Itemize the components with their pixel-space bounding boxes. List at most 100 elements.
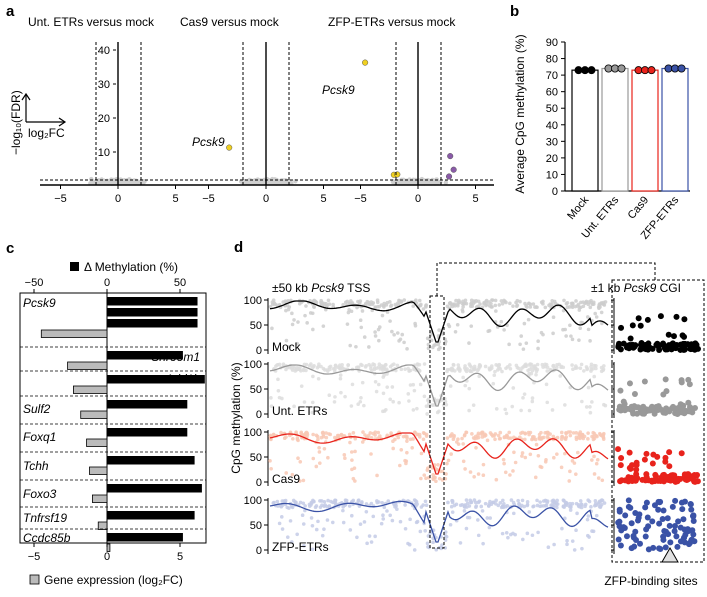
d-cpg-point bbox=[506, 535, 510, 540]
label-pcsk9-zfp: Pcsk9 bbox=[322, 83, 355, 97]
d-cpg-point bbox=[287, 506, 291, 510]
d-cpg-point bbox=[405, 439, 409, 443]
d-cpg-point bbox=[299, 384, 304, 388]
d-cpg-point bbox=[316, 519, 320, 524]
d-cpg-point bbox=[578, 326, 582, 331]
a-highlight-point bbox=[394, 171, 401, 178]
c-methylation-bar bbox=[107, 456, 195, 465]
d-cpg-point bbox=[301, 478, 306, 483]
d-cpg-point bbox=[478, 302, 482, 306]
d-cpg-point bbox=[564, 334, 568, 338]
d-cpg-point bbox=[376, 500, 381, 504]
d-cpg-point bbox=[418, 529, 423, 534]
d-cpg-point bbox=[352, 466, 357, 470]
d-cpg-point bbox=[449, 303, 453, 307]
d-cpg-point bbox=[358, 399, 363, 404]
d-cpg-point bbox=[449, 504, 454, 509]
d-cpg-point bbox=[445, 461, 449, 466]
d-cgi-point bbox=[637, 346, 644, 353]
d-cpg-point bbox=[373, 305, 378, 309]
b-xtick-label: Cas9 bbox=[626, 194, 652, 221]
d-cpg-point bbox=[544, 362, 549, 367]
d-cpg-point bbox=[474, 504, 479, 508]
d-cgi-point bbox=[653, 341, 660, 348]
d-cpg-point bbox=[345, 299, 350, 304]
d-cgi-point bbox=[659, 516, 666, 523]
d-cpg-point bbox=[550, 504, 555, 508]
d-cpg-point bbox=[541, 302, 545, 306]
d-cpg-point bbox=[488, 499, 492, 504]
d-cpg-point bbox=[355, 535, 359, 540]
d-cpg-point bbox=[546, 545, 551, 549]
d-cpg-point bbox=[391, 439, 395, 443]
d-cpg-point bbox=[425, 466, 430, 470]
d-cpg-point bbox=[587, 535, 591, 539]
d-cpg-point bbox=[536, 530, 540, 535]
d-cgi-point bbox=[649, 405, 656, 412]
d-cpg-point bbox=[475, 368, 480, 373]
d-cpg-point bbox=[497, 303, 502, 307]
d-ytick-label: 100 bbox=[244, 427, 262, 439]
d-cgi-point bbox=[639, 410, 646, 417]
d-cpg-point bbox=[408, 517, 412, 522]
d-cpg-point bbox=[372, 362, 377, 367]
a-background-point bbox=[424, 179, 430, 185]
panel-d: d ±50 kb Pcsk9 TSS ±1 kb Pcsk9 CGI CpG m… bbox=[229, 239, 705, 588]
d-cpg-point bbox=[275, 499, 280, 504]
a-xtick-label: 0 bbox=[115, 193, 121, 205]
d-cpg-point bbox=[525, 531, 530, 536]
d-cpg-point bbox=[491, 381, 496, 386]
d-cpg-point bbox=[463, 503, 468, 507]
d-cpg-point bbox=[501, 457, 506, 462]
d-cpg-point bbox=[488, 516, 493, 520]
d-cpg-point bbox=[415, 502, 419, 506]
d-cgi-point bbox=[690, 518, 697, 525]
a-xtick-label: 5 bbox=[320, 193, 326, 205]
b-bar-unt-etrs bbox=[601, 67, 629, 192]
d-cpg-point bbox=[574, 472, 578, 476]
d-cgi-point bbox=[655, 506, 662, 513]
d-cgi-point bbox=[643, 499, 650, 506]
d-cpg-point bbox=[588, 339, 592, 343]
c-top-tick-label: 0 bbox=[104, 277, 110, 289]
d-cpg-point bbox=[403, 526, 408, 531]
c-expression-bar bbox=[67, 361, 108, 370]
d-cpg-point bbox=[523, 364, 527, 368]
d-cpg-point bbox=[527, 510, 532, 514]
d-cgi-point bbox=[616, 508, 623, 515]
d-cgi-point bbox=[673, 476, 680, 483]
d-cpg-point bbox=[417, 362, 422, 367]
d-cpg-point bbox=[598, 305, 602, 309]
d-cpg-point bbox=[599, 301, 604, 306]
d-cgi-point bbox=[641, 456, 648, 463]
d-cpg-point bbox=[535, 498, 539, 503]
d-cpg-point bbox=[393, 505, 397, 509]
d-cpg-point bbox=[581, 304, 586, 309]
d-cgi-point bbox=[618, 455, 625, 462]
d-cpg-point bbox=[325, 518, 330, 522]
d-cpg-point bbox=[538, 464, 543, 469]
d-cpg-point bbox=[331, 367, 336, 371]
d-cpg-point bbox=[512, 450, 516, 455]
d-cpg-point bbox=[332, 400, 337, 404]
d-cpg-point bbox=[381, 391, 386, 396]
d-cpg-point bbox=[550, 302, 554, 306]
c-expression-bar bbox=[97, 521, 108, 530]
d-cpg-point bbox=[327, 302, 332, 306]
a-background-point bbox=[96, 180, 102, 185]
d-cpg-point bbox=[390, 385, 395, 389]
d-cpg-point bbox=[395, 331, 400, 335]
d-cpg-point bbox=[560, 526, 564, 531]
d-cpg-point bbox=[392, 362, 396, 366]
d-cpg-point bbox=[329, 499, 333, 504]
d-cgi-point bbox=[615, 446, 622, 453]
d-cpg-point bbox=[593, 499, 598, 503]
d-cpg-point bbox=[477, 499, 482, 504]
a-ylabel-rot: −log₁₀(FDR) bbox=[9, 90, 23, 155]
d-cgi-point bbox=[688, 536, 695, 543]
d-cpg-point bbox=[468, 470, 473, 474]
d-cpg-point bbox=[390, 329, 394, 334]
d-cpg-point bbox=[501, 498, 505, 503]
d-cpg-point bbox=[481, 473, 486, 478]
d-cpg-point bbox=[422, 473, 427, 477]
